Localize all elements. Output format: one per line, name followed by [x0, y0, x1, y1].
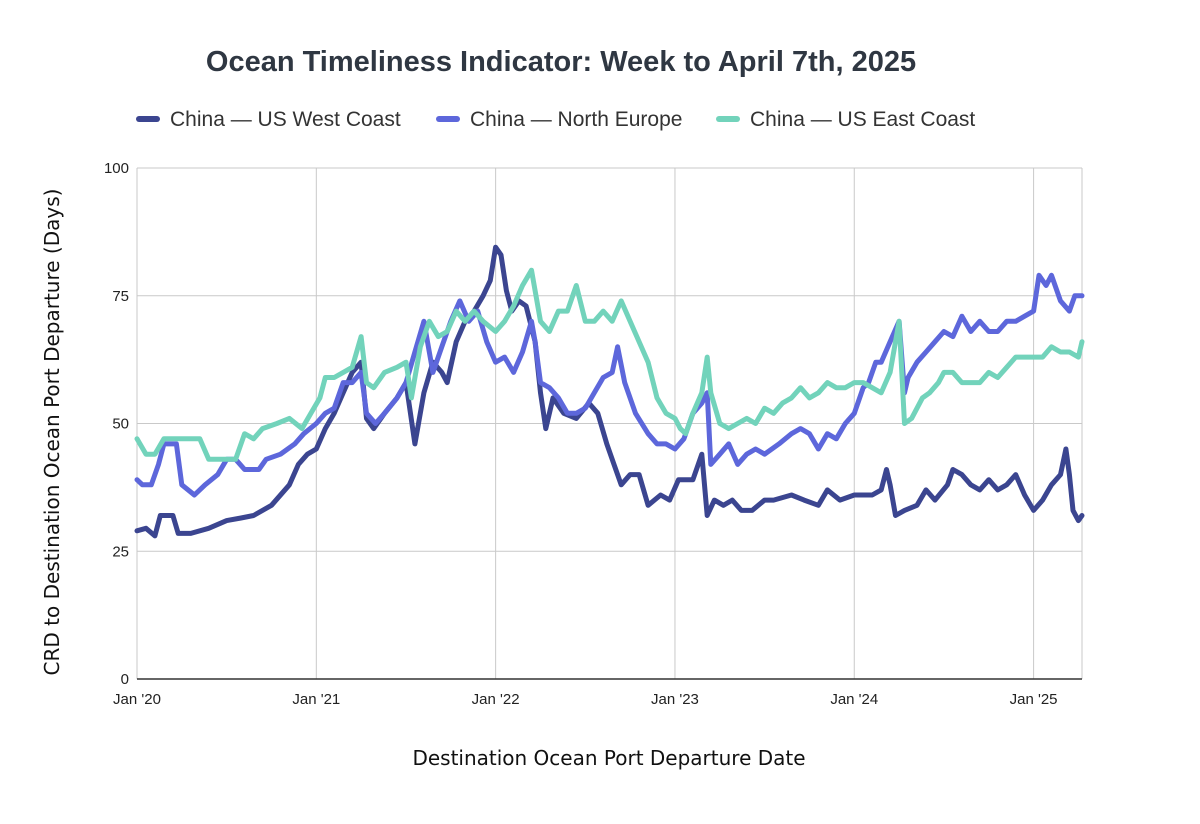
y-axis-title: CRD to Destination Ocean Port Departure … [40, 189, 64, 676]
x-tick-label: Jan '22 [472, 691, 520, 708]
series-lines [134, 244, 1085, 539]
x-tick-label: Jan '20 [113, 691, 161, 708]
grid [136, 167, 1083, 679]
x-axis-title: Destination Ocean Port Departure Date [412, 746, 805, 770]
x-tick-labels: Jan '20 Jan '21 Jan '22 Jan '23 Jan '24 Jan '… [113, 691, 1057, 708]
x-tick-label: Jan '25 [1010, 691, 1058, 708]
x-tick-label: Jan '24 [830, 691, 878, 708]
x-tick-label: Jan '23 [651, 691, 699, 708]
legend-label: China — US East Coast [750, 108, 975, 131]
series-line-1 [134, 244, 1085, 539]
x-tick-label: Jan '21 [292, 691, 340, 708]
y-tick-label: 0 [121, 671, 129, 688]
y-tick-label: 50 [112, 416, 129, 433]
y-tick-labels: 0 25 50 75 100 [104, 160, 129, 688]
chart-title: Ocean Timeliness Indicator: Week to Apri… [206, 46, 916, 78]
y-tick-label: 75 [112, 288, 129, 305]
y-tick-label: 25 [112, 543, 129, 560]
series-line-3 [134, 267, 1085, 462]
legend: China — US West Coast China — North Europ… [136, 108, 975, 131]
legend-label: China — US West Coast [170, 108, 401, 131]
y-tick-label: 100 [104, 160, 129, 177]
legend-label: China — North Europe [470, 108, 682, 131]
series-line-2 [134, 272, 1085, 498]
